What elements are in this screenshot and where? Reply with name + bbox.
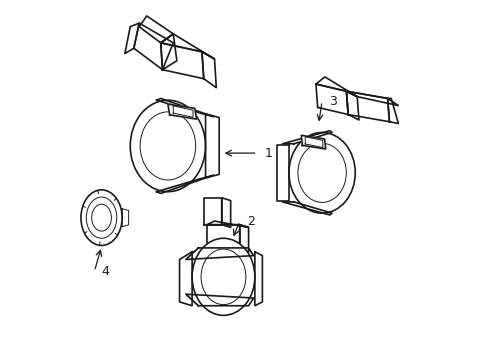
Polygon shape <box>161 34 215 59</box>
Polygon shape <box>346 91 398 105</box>
Polygon shape <box>157 175 214 193</box>
Polygon shape <box>316 84 348 114</box>
Ellipse shape <box>81 190 122 246</box>
Ellipse shape <box>289 132 355 213</box>
Polygon shape <box>346 91 390 122</box>
Ellipse shape <box>192 238 255 315</box>
Polygon shape <box>186 248 254 260</box>
Polygon shape <box>161 34 177 70</box>
Polygon shape <box>134 23 173 70</box>
Polygon shape <box>282 202 332 215</box>
Polygon shape <box>205 114 219 178</box>
Polygon shape <box>202 52 216 87</box>
Text: 3: 3 <box>329 95 337 108</box>
Polygon shape <box>122 209 129 226</box>
Polygon shape <box>139 16 173 43</box>
Polygon shape <box>157 98 214 117</box>
Polygon shape <box>186 294 254 306</box>
Polygon shape <box>125 23 139 54</box>
Polygon shape <box>301 135 326 149</box>
Polygon shape <box>221 198 231 228</box>
Polygon shape <box>204 198 221 225</box>
Polygon shape <box>161 43 204 79</box>
Polygon shape <box>207 225 240 248</box>
Polygon shape <box>168 104 196 119</box>
Polygon shape <box>316 77 357 96</box>
Polygon shape <box>388 98 398 123</box>
Text: 2: 2 <box>247 215 255 228</box>
Ellipse shape <box>130 100 205 192</box>
Text: 4: 4 <box>101 265 109 278</box>
Polygon shape <box>207 221 248 228</box>
Polygon shape <box>277 145 289 201</box>
Polygon shape <box>282 131 332 144</box>
Polygon shape <box>346 91 359 120</box>
Polygon shape <box>255 252 262 306</box>
Text: 1: 1 <box>265 147 272 159</box>
Polygon shape <box>179 252 192 306</box>
Polygon shape <box>240 225 248 252</box>
